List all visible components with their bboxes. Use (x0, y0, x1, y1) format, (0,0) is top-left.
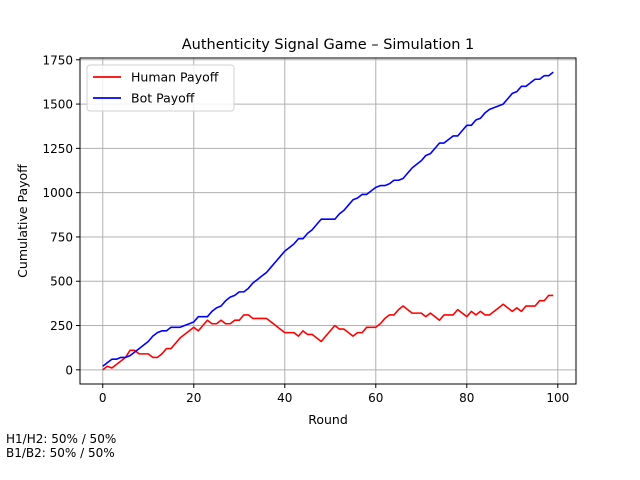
y-tick-label: 1250 (42, 142, 73, 156)
y-tick-label: 1500 (42, 98, 73, 112)
y-axis-label: Cumulative Payoff (15, 164, 30, 278)
x-tick-label: 0 (99, 391, 107, 405)
y-tick-label: 1750 (42, 53, 73, 67)
x-tick-label: 60 (368, 391, 383, 405)
legend-box (86, 64, 235, 112)
x-tick-label: 40 (277, 391, 292, 405)
x-axis-label: Round (308, 412, 348, 427)
y-tick-label: 1000 (42, 186, 73, 200)
distribution-note-bots: B1/B2: 50% / 50% (6, 446, 115, 460)
series-line-human-payoff (102, 294, 554, 371)
chart-title: Authenticity Signal Game – Simulation 1 (182, 37, 475, 53)
y-axis-ticks: 0 250 500 750 1000 1250 1500 1750 (42, 53, 80, 377)
x-tick-label: 20 (186, 391, 201, 405)
x-tick-label: 100 (546, 391, 569, 405)
x-tick-label: 80 (459, 391, 474, 405)
x-axis-ticks: 0 20 40 60 80 100 (99, 384, 569, 405)
series-line-bot-payoff (102, 71, 554, 367)
series-layer (102, 71, 554, 371)
y-tick-label: 500 (50, 275, 73, 289)
y-tick-label: 0 (65, 363, 73, 377)
grid-lines (80, 58, 576, 384)
y-tick-label: 250 (50, 319, 73, 333)
y-tick-label: 750 (50, 230, 73, 244)
legend: Human Payoff Bot Payoff (86, 64, 235, 112)
legend-label: Bot Payoff (131, 91, 195, 106)
legend-label: Human Payoff (131, 70, 219, 85)
distribution-note-humans: H1/H2: 50% / 50% (6, 432, 117, 446)
plot-frame (79, 57, 577, 385)
